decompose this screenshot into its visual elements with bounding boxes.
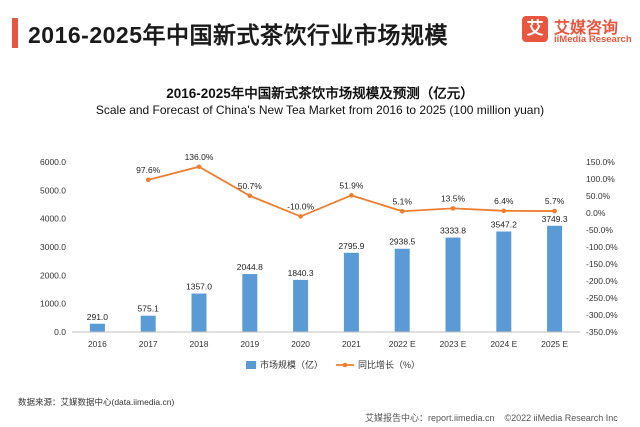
data-source: 数据来源：艾媒数据中心(data.iimedia.cn): [18, 397, 175, 407]
growth-value-label: 136.0%: [185, 152, 214, 162]
growth-point: [196, 164, 202, 170]
growth-point: [145, 177, 151, 183]
growth-value-label: 13.5%: [441, 193, 466, 203]
bar: [140, 315, 156, 332]
iimedia-logo: 艾 艾媒咨询 iiMedia Research: [522, 14, 632, 54]
bar: [242, 274, 258, 332]
growth-line: [147, 165, 555, 218]
y-right-tick-label: -350.0%: [586, 327, 618, 337]
chart-title: 2016-2025年中国新式茶饮市场规模及预测（亿元）: [166, 86, 474, 101]
x-tick-label: 2024 E: [490, 339, 517, 349]
y-left-tick-label: 2000.0: [40, 270, 66, 280]
bar-value-label: 291.0: [87, 312, 109, 322]
legend-bar-swatch: [246, 361, 256, 369]
y-left-tick-label: 3000.0: [40, 242, 66, 252]
growth-point: [552, 208, 557, 214]
y-left-tick-label: 1000.0: [40, 299, 66, 309]
bar-value-label: 2044.8: [237, 262, 263, 272]
growth-value-label: 50.7%: [238, 181, 263, 191]
bar: [191, 293, 207, 332]
logo-text-cn: 艾媒咨询: [554, 20, 619, 37]
y-right-tick-label: -200.0%: [586, 276, 618, 286]
y-left-tick-label: 0.0: [54, 327, 66, 337]
growth-value-label: 5.1%: [393, 196, 413, 206]
footer-copyright: ©2022 iiMedia Research Inc: [504, 413, 618, 423]
growth-value-label: 51.9%: [339, 180, 364, 190]
y-right-tick-label: -100.0%: [586, 242, 618, 252]
bar-value-label: 1357.0: [186, 282, 212, 292]
footer: 艾媒报告中心：report.iimedia.cn ©2022 iiMedia Re…: [365, 411, 618, 424]
growth-value-label: 97.6%: [136, 165, 161, 175]
x-tick-label: 2020: [291, 339, 310, 349]
y-right-tick-label: -250.0%: [586, 293, 618, 303]
bar: [394, 248, 410, 332]
y-left-tick-label: 5000.0: [40, 185, 66, 195]
y-right-tick-label: -150.0%: [586, 259, 618, 269]
bar-value-label: 2938.5: [389, 237, 415, 247]
growth-value-label: 6.4%: [494, 196, 514, 206]
bar: [293, 279, 309, 332]
y-right-tick-label: 50.0%: [586, 191, 611, 201]
growth-point: [247, 193, 253, 199]
growth-point: [501, 208, 507, 214]
bar: [547, 225, 563, 332]
x-tick-label: 2021: [342, 339, 361, 349]
chart-subtitle: Scale and Forecast of China's New Tea Ma…: [95, 103, 545, 117]
y-right-tick-label: 150.0%: [586, 157, 615, 167]
bar: [89, 323, 105, 332]
x-tick-label: 2025 E: [541, 339, 568, 349]
bar-value-label: 3547.2: [491, 219, 517, 229]
logo-mark: 艾: [522, 16, 548, 42]
y-left-tick-label: 4000.0: [40, 214, 66, 224]
x-tick-label: 2022 E: [389, 339, 416, 349]
growth-point: [298, 214, 303, 219]
y-right-tick-label: -300.0%: [586, 310, 618, 320]
x-tick-label: 2017: [139, 339, 158, 349]
x-tick-label: 2023 E: [440, 339, 467, 349]
page-title: 2016-2025年中国新式茶饮行业市场规模: [28, 22, 448, 48]
logo-text-en: iiMedia Research: [554, 34, 632, 45]
bar-value-label: 2795.9: [338, 241, 364, 251]
growth-point: [349, 193, 354, 198]
bar-value-label: 575.1: [138, 304, 160, 314]
y-left-tick-label: 6000.0: [40, 157, 66, 167]
bar: [343, 252, 359, 332]
x-tick-label: 2019: [240, 339, 259, 349]
bar-value-label: 3333.8: [440, 226, 466, 236]
x-tick-label: 2018: [190, 339, 209, 349]
y-right-tick-label: 0.0%: [586, 208, 606, 218]
y-right-tick-label: 100.0%: [586, 174, 615, 184]
growth-point: [450, 206, 456, 211]
bar-value-label: 1840.3: [288, 268, 314, 278]
legend-line-marker: [342, 362, 348, 368]
growth-value-label: 5.7%: [545, 196, 565, 206]
legend-bar-label: 市场规模（亿）: [260, 359, 323, 370]
bar: [445, 237, 461, 332]
bar-value-label: 3749.3: [542, 214, 568, 224]
x-tick-label: 2016: [88, 339, 107, 349]
title-accent-bar: [12, 18, 18, 48]
legend-line-label: 同比增长（%）: [358, 359, 420, 370]
y-right-tick-label: -50.0%: [586, 225, 613, 235]
growth-point: [399, 208, 405, 214]
growth-value-label: -10.0%: [287, 201, 314, 211]
bar: [496, 231, 512, 332]
footer-report-center: 艾媒报告中心：report.iimedia.cn: [365, 413, 495, 423]
